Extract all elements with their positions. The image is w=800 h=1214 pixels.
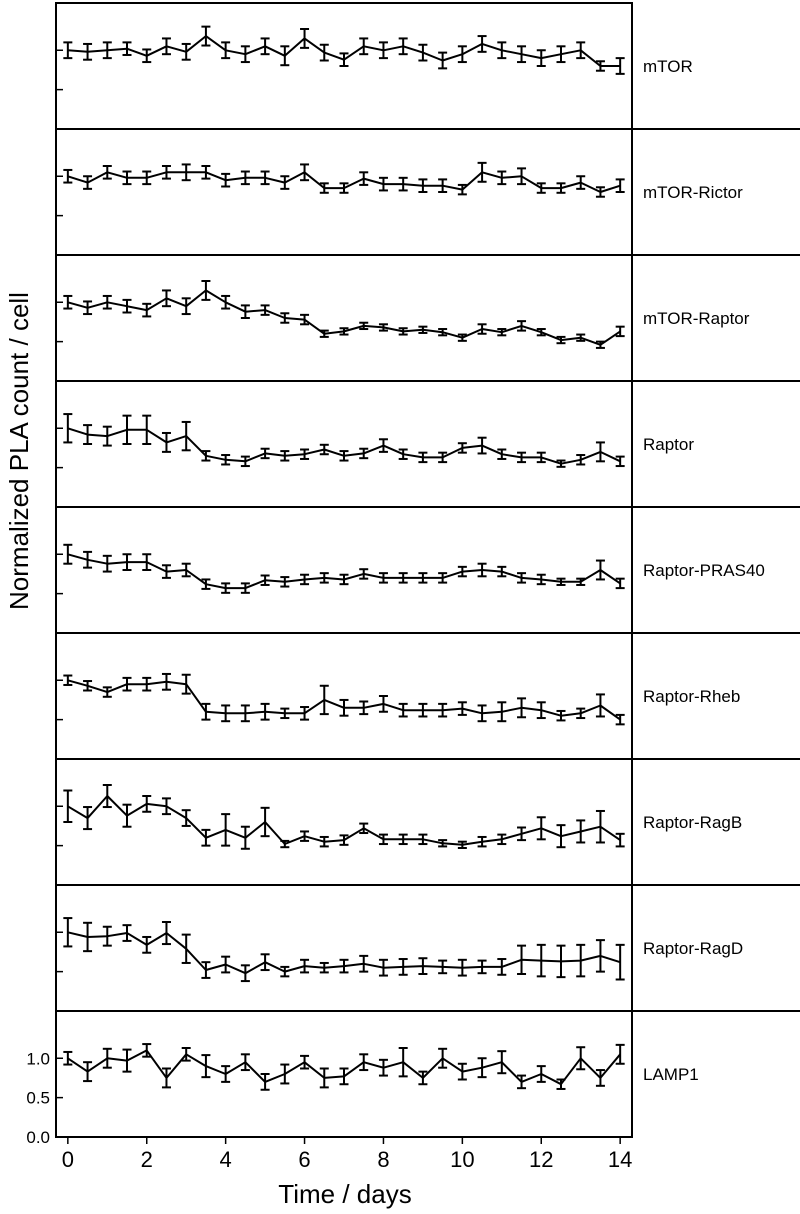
- panels-layer: mTOR mTOR-Rictor mTOR-Raptor Raptor Raptor-P…: [26, 25, 800, 1147]
- plot-frame: [55, 2, 633, 1138]
- x-tick-label: 6: [298, 1147, 310, 1172]
- series-line: [67, 553, 621, 590]
- x-tick-label: 2: [141, 1147, 153, 1172]
- panel-label: Raptor: [643, 435, 694, 454]
- series-line: [67, 289, 621, 346]
- panel-mtor: mTOR: [56, 25, 693, 130]
- x-tick-label: 0: [62, 1147, 74, 1172]
- panel-raptor-rheb: Raptor-Rheb: [56, 632, 800, 760]
- y-tick-label: 0.0: [26, 1128, 50, 1147]
- x-tick-label: 12: [529, 1147, 553, 1172]
- panel-label: mTOR-Raptor: [643, 309, 750, 328]
- series-line: [67, 795, 621, 846]
- series-line: [67, 35, 621, 67]
- y-tick-label: 0.5: [26, 1089, 50, 1108]
- x-tick-label: 10: [450, 1147, 474, 1172]
- panel-lamp1: LAMP1 0.0 0.5 1.0: [26, 1010, 800, 1147]
- series-line: [67, 931, 621, 975]
- panel-raptor: Raptor: [56, 380, 800, 508]
- panel-label: Raptor-PRAS40: [643, 561, 765, 580]
- x-tick-label: 4: [220, 1147, 232, 1172]
- series-line: [67, 1049, 621, 1086]
- panel-mtor-rictor: mTOR-Rictor: [56, 128, 800, 256]
- y-axis-label: Normalized PLA count / cell: [4, 292, 34, 610]
- panel-raptor-pras40: Raptor-PRAS40: [56, 506, 800, 634]
- panel-label: Raptor-RagD: [643, 939, 743, 958]
- series-line: [67, 427, 621, 465]
- panel-label: LAMP1: [643, 1065, 699, 1084]
- axes-layer: 0 2 4 6 8 10 12 14: [55, 2, 633, 1172]
- x-axis-label: Time / days: [278, 1179, 411, 1209]
- y-tick-label: 1.0: [26, 1049, 50, 1068]
- panel-mtor-raptor: mTOR-Raptor: [56, 254, 800, 382]
- panel-raptor-ragb: Raptor-RagB: [56, 758, 800, 886]
- panel-label: mTOR-Rictor: [643, 183, 743, 202]
- panel-label: mTOR: [643, 57, 693, 76]
- series-line: [67, 679, 621, 721]
- x-tick-label: 14: [608, 1147, 632, 1172]
- x-tick-label: 8: [377, 1147, 389, 1172]
- panel-raptor-ragd: Raptor-RagD: [56, 884, 800, 1012]
- series-line: [67, 171, 621, 193]
- panel-label: Raptor-RagB: [643, 813, 742, 832]
- panel-label: Raptor-Rheb: [643, 687, 740, 706]
